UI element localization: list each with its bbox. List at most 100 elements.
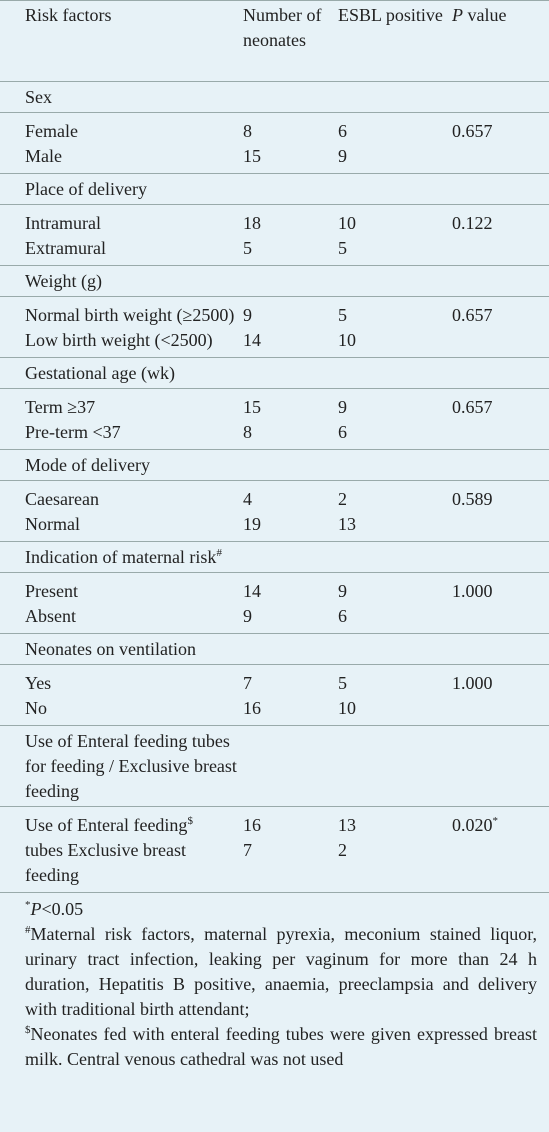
- factor-text: Yes: [25, 673, 52, 693]
- factor-text: Extramural: [25, 238, 106, 258]
- p-value: 0.657: [452, 121, 493, 141]
- group-label-text: Use of Enteral feeding tubes for feeding…: [25, 731, 237, 801]
- p-value: 0.020: [452, 815, 493, 835]
- group-label-text: Indication of maternal risk: [25, 547, 217, 567]
- header-row: Risk factors Number of neonates ESBL posit…: [0, 1, 549, 82]
- esbl-cell: 2 13: [338, 487, 452, 537]
- esbl-cell: 13 2: [338, 813, 452, 888]
- factor-text: Female: [25, 121, 78, 141]
- factor-text: Caesarean: [25, 489, 99, 509]
- group-data-row: Female Male 8 15 6 9 0.657: [0, 113, 549, 174]
- neonate-count: 8: [243, 422, 252, 442]
- factor-cell: Female Male: [25, 119, 243, 169]
- factor-name: Intramural: [25, 211, 237, 236]
- esbl-count: 2: [338, 489, 347, 509]
- neonate-count: 9: [243, 606, 252, 626]
- count-cell: 8 15: [243, 119, 338, 169]
- group-label: Use of Enteral feeding tubes for feeding…: [25, 729, 243, 804]
- group-data-row: Term ≥37 Pre-term <37 15 8 9 6 0.657: [0, 389, 549, 450]
- factor-name: Extramural: [25, 236, 237, 261]
- neonate-count: 18: [243, 213, 261, 233]
- header-cell: Number of neonates: [243, 5, 322, 50]
- p-value: 0.589: [452, 489, 493, 509]
- count-cell: 7 16: [243, 671, 338, 721]
- esbl-count: 10: [338, 330, 356, 350]
- factor-name: Absent: [25, 604, 237, 629]
- p-cell: 0.122: [452, 211, 549, 261]
- neonate-count: 16: [243, 815, 261, 835]
- factor-name: Pre-term <37: [25, 420, 237, 445]
- header-cell: ESBL positive: [338, 5, 443, 25]
- esbl-count: 6: [338, 606, 347, 626]
- factor-text: Intramural: [25, 213, 101, 233]
- p-cell: 1.000: [452, 579, 549, 629]
- group-label-row: Weight (g): [0, 266, 549, 297]
- neonate-count: 7: [243, 673, 252, 693]
- group-data-row: Use of Enteral feeding$ tubes Exclusive b…: [0, 807, 549, 893]
- neonate-count: 7: [243, 840, 252, 860]
- neonate-count: 9: [243, 305, 252, 325]
- esbl-count: 13: [338, 514, 356, 534]
- neonate-count: 15: [243, 397, 261, 417]
- esbl-count: 9: [338, 397, 347, 417]
- footnote: $Neonates fed with enteral feeding tubes…: [25, 1022, 537, 1072]
- footnote-mark: *: [25, 899, 31, 911]
- factor-name: Caesarean: [25, 487, 237, 512]
- count-cell: 14 9: [243, 579, 338, 629]
- count-cell: 4 19: [243, 487, 338, 537]
- factor-text: Normal birth weight (≥2500): [25, 305, 235, 325]
- esbl-cell: 10 5: [338, 211, 452, 261]
- footnote-mark: $: [25, 1024, 31, 1036]
- factor-text: Absent: [25, 606, 76, 626]
- group-label-text: Sex: [25, 87, 52, 107]
- factor-text: No: [25, 698, 47, 718]
- count-cell: 9 14: [243, 303, 338, 353]
- footnote-text: Neonates fed with enteral feeding tubes …: [25, 1024, 537, 1069]
- neonate-count: 15: [243, 146, 261, 166]
- factor-name: Male: [25, 144, 237, 169]
- esbl-count: 2: [338, 840, 347, 860]
- p-cell: 0.020*: [452, 813, 549, 888]
- factor-text: Low birth weight (<2500): [25, 330, 213, 350]
- factor-text: Present: [25, 581, 78, 601]
- esbl-count: 5: [338, 305, 347, 325]
- group-label-row: Neonates on ventilation: [0, 634, 549, 665]
- group-label-text: Weight (g): [25, 271, 103, 291]
- p-value: 1.000: [452, 673, 493, 693]
- group-data-row: Intramural Extramural 18 5 10 5 0.122: [0, 205, 549, 266]
- esbl-count: 9: [338, 581, 347, 601]
- header-text-italic: P: [452, 5, 463, 25]
- group-label-row: Gestational age (wk): [0, 358, 549, 389]
- factor-text: tubes Exclusive breast feeding: [25, 840, 186, 885]
- footnote-italic: P: [30, 899, 42, 919]
- header-cell: Risk factors: [25, 5, 112, 25]
- group-label-text: Place of delivery: [25, 179, 147, 199]
- group-label-text: Neonates on ventilation: [25, 639, 196, 659]
- group-data-row: Yes No 7 16 5 10 1.000: [0, 665, 549, 726]
- p-value: 1.000: [452, 581, 493, 601]
- factor-name: No: [25, 696, 237, 721]
- factor-name: Use of Enteral feeding$: [25, 813, 237, 838]
- esbl-count: 5: [338, 238, 347, 258]
- factor-name: Yes: [25, 671, 237, 696]
- group-label: Mode of delivery: [25, 453, 243, 478]
- group-label: Sex: [25, 85, 243, 110]
- factor-text: Use of Enteral feeding: [25, 815, 188, 835]
- esbl-count: 5: [338, 673, 347, 693]
- factor-name: Low birth weight (<2500): [25, 328, 237, 353]
- neonate-count: 14: [243, 330, 261, 350]
- neonate-count: 16: [243, 698, 261, 718]
- factor-name: Present: [25, 579, 237, 604]
- count-cell: 15 8: [243, 395, 338, 445]
- group-label: Gestational age (wk): [25, 361, 243, 386]
- p-cell: 0.657: [452, 395, 549, 445]
- p-value: 0.122: [452, 213, 493, 233]
- group-label-row: Indication of maternal risk#: [0, 542, 549, 573]
- esbl-count: 9: [338, 146, 347, 166]
- group-label: Neonates on ventilation: [25, 637, 243, 662]
- factor-cell: Term ≥37 Pre-term <37: [25, 395, 243, 445]
- factor-text: Term ≥37: [25, 397, 96, 417]
- factor-name: Normal: [25, 512, 237, 537]
- footnote-mark: #: [25, 924, 31, 936]
